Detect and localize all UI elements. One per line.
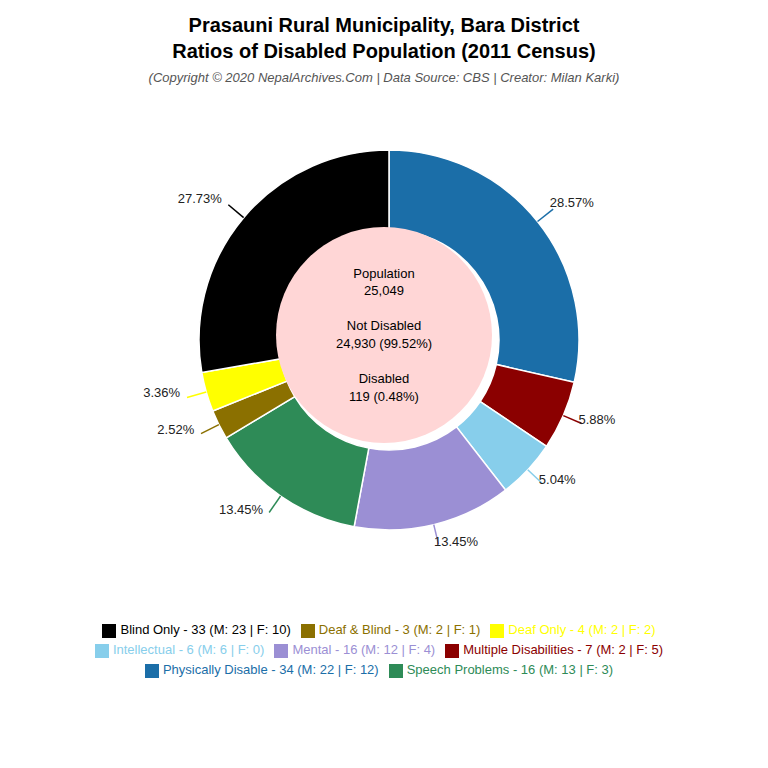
html-text:Intellectual - 6 (M: 6 | F: 0): Intellectual - 6 (M: 6 | F: 0) bbox=[112, 642, 265, 657]
svg-text:13.45%: 13.45% bbox=[219, 502, 264, 517]
svg-text:5.88%: 5.88% bbox=[579, 412, 616, 427]
html-text:Mental - 16 (M: 12 | F: 4): Mental - 16 (M: 12 | F: 4) bbox=[292, 642, 436, 657]
svg-text:28.57%: 28.57% bbox=[550, 195, 595, 210]
html-text:(Copyright © 2020 NepalArchive: (Copyright © 2020 NepalArchives.Com | Da… bbox=[148, 70, 620, 85]
html-text:Deaf & Blind - 3 (M: 2 | F: 1): Deaf & Blind - 3 (M: 2 | F: 1) bbox=[318, 622, 481, 637]
html-text:Deaf Only - 4 (M: 2 | F: 2): Deaf Only - 4 (M: 2 | F: 2) bbox=[508, 622, 656, 637]
html-text:Physically Disable - 34 (M: 22: Physically Disable - 34 (M: 22 | F: 12) bbox=[162, 662, 379, 677]
svg-text:5.04%: 5.04% bbox=[539, 472, 576, 487]
svg-text:3.36%: 3.36% bbox=[143, 385, 180, 400]
svg-text:13.45%: 13.45% bbox=[434, 534, 479, 549]
html-text:Population 25,049 Not Disabled: Population 25,049 Not Disabled 24,930 (9… bbox=[335, 265, 433, 404]
html-text:Multiple Disabilities - 7 (M:: Multiple Disabilities - 7 (M: 2 | F: 5) bbox=[463, 642, 664, 657]
svg-text:2.52%: 2.52% bbox=[157, 422, 194, 437]
html-text:Blind Only - 33 (M: 23 | F: 10: Blind Only - 33 (M: 23 | F: 10) bbox=[120, 622, 291, 637]
html-text:Prasauni Rural Municipality, B: Prasauni Rural Municipality, Bara Distri… bbox=[172, 14, 596, 62]
html-text:Speech Problems - 16 (M: 13 |: Speech Problems - 16 (M: 13 | F: 3) bbox=[406, 662, 614, 677]
svg-text:27.73%: 27.73% bbox=[178, 191, 223, 206]
